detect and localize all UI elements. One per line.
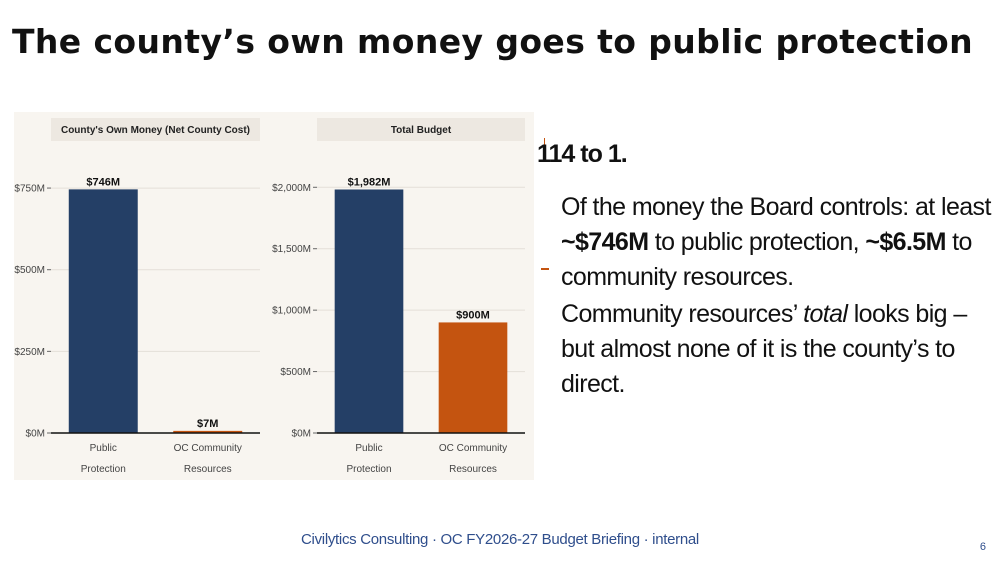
paragraph2-emphasis: total xyxy=(803,300,848,328)
data-label: $746M xyxy=(86,176,120,188)
y-tick-label: $500M xyxy=(280,367,311,378)
facet-strip xyxy=(51,118,260,141)
slide-footer: Civilytics Consulting · OC FY2026-27 Bud… xyxy=(301,531,699,548)
paragraph2-text-1: Community resources’ xyxy=(561,300,804,328)
data-label: $7M xyxy=(197,418,218,430)
y-tick-label: $500M xyxy=(14,265,45,276)
paragraph1-text-2: to public protection, xyxy=(648,228,866,256)
data-label: $1,982M xyxy=(348,176,391,188)
x-tick-label: Resources xyxy=(449,464,497,475)
y-tick-label: $250M xyxy=(14,347,45,358)
x-tick-label: Resources xyxy=(184,464,232,475)
y-tick-label: $750M xyxy=(14,184,45,195)
paragraph-board-controls: Of the money the Board controls: at leas… xyxy=(561,190,991,295)
slide-body: Of the money the Board controls: at leas… xyxy=(561,190,991,402)
x-tick-label: Public xyxy=(355,443,382,454)
facet-strip xyxy=(317,118,525,141)
ratio-period: . xyxy=(620,140,628,168)
paragraph-community-total: Community resources’ total looks big – b… xyxy=(561,297,991,402)
community-resources-amount: ~$6.5M xyxy=(865,228,946,256)
budget-chart-panel: County's Own Money (Net County Cost) $0M $… xyxy=(14,112,534,480)
paragraph1-text-1: Of the money the Board controls: at leas… xyxy=(561,193,991,221)
y-tick-label: $0M xyxy=(292,429,311,440)
ratio-heading: 114 to 1. xyxy=(537,140,628,169)
bar xyxy=(68,189,138,433)
budget-chart: County's Own Money (Net County Cost) $0M $… xyxy=(14,118,525,475)
ratio-value: 114 to 1 xyxy=(537,140,622,168)
bar xyxy=(173,430,243,433)
x-tick-label: Protection xyxy=(81,464,126,475)
page-number: 6 xyxy=(979,541,986,553)
y-tick-label: $0M xyxy=(26,429,45,440)
facet-title: Total Budget xyxy=(391,125,452,136)
bar xyxy=(334,189,404,433)
bullet-dash xyxy=(541,268,549,270)
x-tick-label: OC Community xyxy=(174,443,242,454)
x-tick-label: Protection xyxy=(346,464,391,475)
paragraph1-text-3: to community resources. xyxy=(561,228,972,291)
y-tick-label: $1,000M xyxy=(272,306,311,317)
y-tick-label: $1,500M xyxy=(272,244,311,255)
facet-title: County's Own Money (Net County Cost) xyxy=(61,125,250,136)
paragraph2-text-2: looks big – but almost none of it is the… xyxy=(561,300,967,398)
bar xyxy=(438,322,508,433)
data-label: $900M xyxy=(456,309,490,321)
x-tick-label: OC Community xyxy=(439,443,507,454)
slide-title: The county’s own money goes to public pr… xyxy=(12,22,974,61)
y-tick-label: $2,000M xyxy=(272,183,311,194)
accent-tick xyxy=(544,138,545,145)
x-tick-label: Public xyxy=(90,443,117,454)
public-protection-amount: ~$746M xyxy=(561,228,649,256)
